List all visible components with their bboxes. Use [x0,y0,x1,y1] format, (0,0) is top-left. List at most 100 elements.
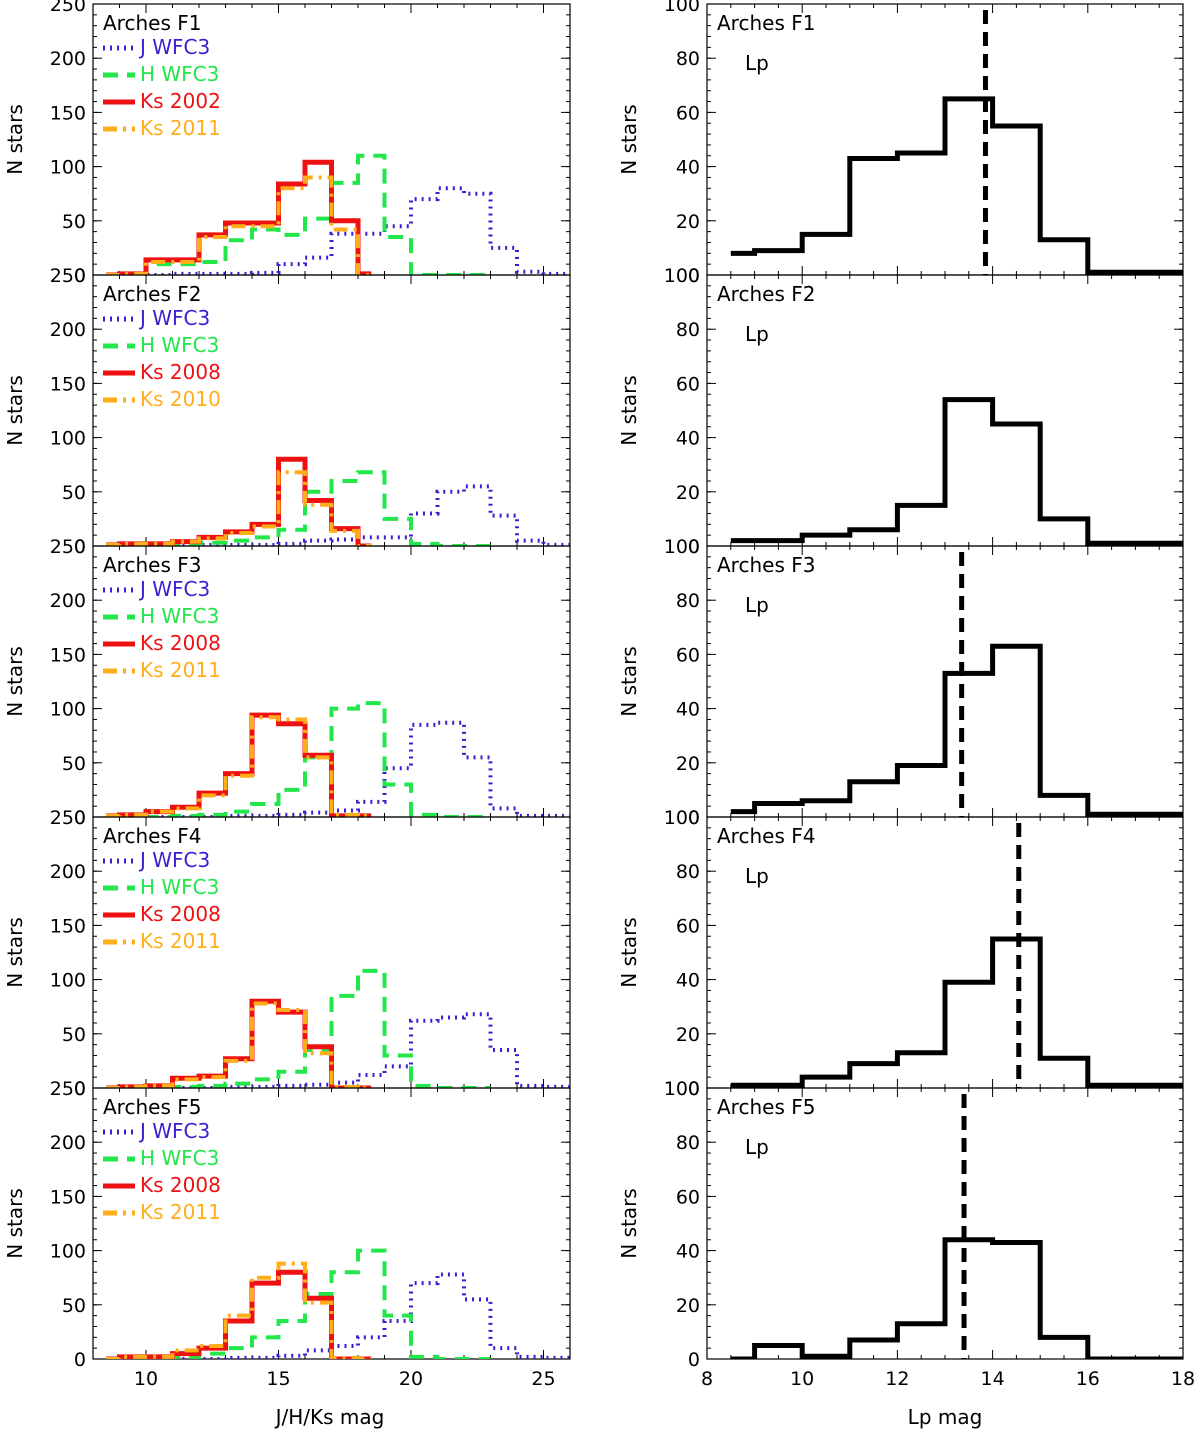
legend-label-ks1: Ks 2008 [140,902,221,926]
legend-label-j: J WFC3 [138,306,210,330]
plot-area [106,1248,570,1359]
panel-right-2: 0 20 40 60 80 100 N stars Arches F2 Lp [617,265,1184,558]
y-tick-label: 80 [676,861,700,883]
y-axis-label: N stars [617,375,641,445]
y-tick-label: 100 [664,0,700,16]
x-tick-label: 20 [399,1368,423,1390]
plot-area [106,153,570,275]
legend-label-j: J WFC3 [138,1119,210,1143]
legend-label-j: J WFC3 [138,848,210,872]
y-tick-label: 60 [676,1186,700,1208]
y-axis-label: N stars [617,917,641,987]
x-tick-label: 16 [1076,1368,1100,1390]
legend-label-j: J WFC3 [138,577,210,601]
inset-label: Lp [745,1135,769,1159]
x-tick-label: 15 [266,1368,290,1390]
right-x-axis-label: Lp mag [908,1405,983,1429]
series-h-histogram [119,968,491,1088]
panel-title: Arches F3 [103,553,201,577]
series-h-histogram [119,470,491,546]
series-ks2-histogram [106,1001,372,1088]
series-ks2-histogram [106,1261,372,1359]
series-lp-histogram [730,397,1183,546]
y-tick-label: 40 [676,1241,700,1263]
plot-area [106,968,570,1088]
inset-label: Lp [745,51,769,75]
panel-left-2: 0 50 100 150 200 250 N stars Arches F2J WFC3 H W… [3,265,571,558]
panel-right-1: 0 20 40 60 80 100 N stars Arches F1 Lp [617,0,1184,287]
y-tick-label: 40 [676,428,700,450]
x-tick-label: 8 [701,1368,713,1390]
y-tick-label: 40 [676,970,700,992]
inset-label: Lp [745,864,769,888]
panel-right-3: 0 20 40 60 80 100 N stars Arches F3 Lp [617,536,1184,829]
y-tick-label: 0 [688,807,700,829]
legend-label-ks1: Ks 2008 [140,360,221,384]
y-tick-label: 100 [664,1078,700,1100]
legend-label-ks1: Ks 2008 [140,1173,221,1197]
inset-label: Lp [745,322,769,346]
plot-area [730,397,1183,546]
plot-area [730,1094,1183,1359]
panel-title: Arches F1 [103,11,201,35]
legend-label-ks1: Ks 2002 [140,89,221,113]
series-ks2-histogram [106,470,372,546]
y-tick-label: 100 [50,157,86,179]
y-tick-label: 150 [50,102,86,124]
y-tick-label: 100 [50,970,86,992]
series-j-histogram [119,484,570,546]
panel-title: Arches F2 [717,282,815,306]
y-tick-label: 150 [50,915,86,937]
y-tick-label: 200 [50,861,86,883]
y-axis-label: N stars [3,375,27,445]
panel-right-4: 0 20 40 60 80 100 N stars Arches F4 Lp [617,807,1184,1100]
y-tick-label: 50 [62,482,86,504]
y-tick-label: 80 [676,319,700,341]
series-lp-histogram [730,1237,1183,1359]
y-axis-label: N stars [617,1188,641,1258]
series-lp-histogram [730,96,1183,275]
y-axis-label: N stars [3,104,27,174]
y-tick-label: 0 [688,265,700,287]
y-tick-label: 250 [50,1078,86,1100]
series-ks1-histogram [106,1269,372,1359]
panel-title: Arches F5 [717,1095,815,1119]
y-tick-label: 60 [676,644,700,666]
y-tick-label: 0 [74,1078,86,1100]
legend-label-h: H WFC3 [140,604,219,628]
y-tick-label: 0 [688,1078,700,1100]
y-tick-label: 200 [50,1132,86,1154]
legend-label-h: H WFC3 [140,333,219,357]
y-tick-label: 60 [676,102,700,124]
y-tick-label: 20 [676,211,700,233]
left-x-axis-label: J/H/Ks mag [274,1405,385,1429]
x-tick-label: 18 [1171,1368,1195,1390]
y-tick-label: 0 [688,536,700,558]
series-ks2-histogram [106,175,372,275]
y-tick-label: 100 [664,536,700,558]
y-tick-label: 100 [664,807,700,829]
y-tick-label: 80 [676,1132,700,1154]
series-lp-histogram [730,936,1183,1088]
y-tick-label: 0 [74,265,86,287]
y-tick-label: 250 [50,807,86,829]
panel-left-1: 0 50 100 150 200 250 N stars Arches F1J WFC3 H W… [3,0,571,287]
y-tick-label: 150 [50,644,86,666]
legend-label-j: J WFC3 [138,35,210,59]
legend-label-h: H WFC3 [140,62,219,86]
y-tick-label: 60 [676,915,700,937]
y-tick-label: 80 [676,48,700,70]
y-tick-label: 250 [50,0,86,16]
y-axis-label: N stars [3,646,27,716]
panel-title: Arches F1 [717,11,815,35]
panel-title: Arches F3 [717,553,815,577]
y-tick-label: 0 [74,807,86,829]
panel-left-5: 0 50 100 150 200 250 10 15 20 25 N stars Arches F5J… [3,1078,571,1390]
x-tick-label: 10 [790,1368,814,1390]
panel-left-3: 0 50 100 150 200 250 N stars Arches F3J WFC3 H W… [3,536,571,829]
panel-title: Arches F2 [103,282,201,306]
panel-title: Arches F4 [103,824,201,848]
y-tick-label: 150 [50,1186,86,1208]
x-tick-label: 14 [981,1368,1005,1390]
